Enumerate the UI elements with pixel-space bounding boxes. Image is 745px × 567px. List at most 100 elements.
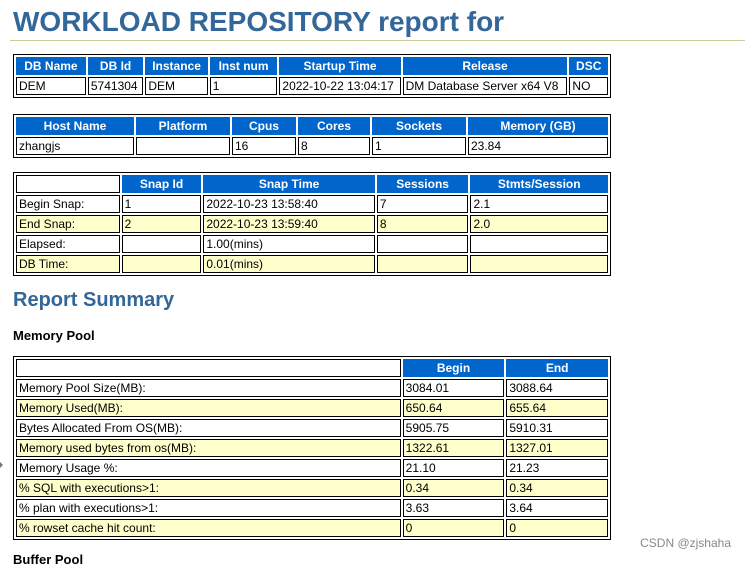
startup-time-header: Startup Time (279, 57, 401, 75)
table-row: Elapsed: 1.00(mins) (16, 235, 608, 253)
snapshot-table: Snap Id Snap Time Sessions Stmts/Session… (13, 172, 611, 276)
table-row: % SQL with executions>1: 0.34 0.34 (16, 479, 608, 497)
table-row: % rowset cache hit count: 0 0 (16, 519, 608, 537)
begin-value-cell: 5905.75 (402, 419, 505, 437)
metric-label-cell: Memory Pool Size(MB): (16, 379, 401, 397)
platform-cell (136, 137, 230, 155)
platform-header: Platform (136, 117, 230, 135)
watermark: CSDN @zjshaha (640, 536, 731, 550)
snap-time-header: Snap Time (203, 175, 375, 193)
host-info-row: zhangjs 16 8 1 23.84 (16, 137, 608, 155)
stmts-session-header: Stmts/Session (470, 175, 608, 193)
report-title: WORKLOAD REPOSITORY report for (13, 6, 505, 37)
begin-value-cell: 0.34 (402, 479, 505, 497)
snap-id-cell (121, 235, 202, 253)
end-value-cell: 3.64 (506, 499, 608, 517)
snap-id-cell: 1 (121, 195, 202, 213)
metric-label-cell: Memory Usage %: (16, 459, 401, 477)
instance-cell: DEM (145, 77, 208, 95)
sessions-cell: 8 (376, 215, 469, 233)
metric-label-cell: % SQL with executions>1: (16, 479, 401, 497)
table-row: DB Time: 0.01(mins) (16, 255, 608, 273)
inst-num-header: Inst num (209, 57, 278, 75)
release-header: Release (402, 57, 568, 75)
cores-cell: 8 (298, 137, 370, 155)
end-header: End (506, 359, 608, 377)
stmts-session-cell: 2.1 (470, 195, 608, 213)
memory-pool-table: Begin End Memory Pool Size(MB): 3084.01 … (13, 356, 611, 540)
table-row: Memory Used(MB): 650.64 655.64 (16, 399, 608, 417)
sockets-cell: 1 (372, 137, 466, 155)
instance-header: Instance (145, 57, 208, 75)
report-summary-heading: Report Summary (13, 289, 175, 311)
snap-id-header: Snap Id (121, 175, 202, 193)
snap-id-cell: 2 (121, 215, 202, 233)
stmts-session-cell (470, 235, 608, 253)
cpus-header: Cpus (232, 117, 296, 135)
sessions-cell (376, 255, 469, 273)
snapshot-header-row: Snap Id Snap Time Sessions Stmts/Session (16, 175, 608, 193)
snap-label-cell: Elapsed: (16, 235, 120, 253)
host-info-header-row: Host Name Platform Cpus Cores Sockets Me… (16, 117, 608, 135)
snap-time-cell: 0.01(mins) (203, 255, 375, 273)
end-value-cell: 655.64 (506, 399, 608, 417)
db-id-header: DB Id (87, 57, 144, 75)
table-row: Memory used bytes from os(MB): 1322.61 1… (16, 439, 608, 457)
metric-label-cell: % rowset cache hit count: (16, 519, 401, 537)
begin-header: Begin (402, 359, 505, 377)
begin-value-cell: 3084.01 (402, 379, 505, 397)
inst-num-cell: 1 (209, 77, 278, 95)
snap-label-cell: Begin Snap: (16, 195, 120, 213)
snap-time-cell: 1.00(mins) (203, 235, 375, 253)
begin-value-cell: 650.64 (402, 399, 505, 417)
db-info-row: DEM 5741304 DEM 1 2022-10-22 13:04:17 DM… (16, 77, 608, 95)
stmts-session-cell: 2.0 (470, 215, 608, 233)
table-row: % plan with executions>1: 3.63 3.64 (16, 499, 608, 517)
db-name-cell: DEM (16, 77, 86, 95)
startup-time-cell: 2022-10-22 13:04:17 (279, 77, 401, 95)
table-row: Memory Usage %: 21.10 21.23 (16, 459, 608, 477)
dsc-header: DSC (569, 57, 608, 75)
release-cell: DM Database Server x64 V8 (402, 77, 568, 95)
cpus-cell: 16 (232, 137, 296, 155)
snap-time-cell: 2022-10-23 13:58:40 (203, 195, 375, 213)
begin-value-cell: 21.10 (402, 459, 505, 477)
end-value-cell: 3088.64 (506, 379, 608, 397)
memory-gb-cell: 23.84 (468, 137, 608, 155)
host-info-table: Host Name Platform Cpus Cores Sockets Me… (13, 114, 611, 158)
sessions-cell: 7 (376, 195, 469, 213)
title-divider (10, 40, 745, 41)
db-info-table: DB Name DB Id Instance Inst num Startup … (13, 54, 611, 98)
stmts-session-cell (470, 255, 608, 273)
memory-pool-header-row: Begin End (16, 359, 608, 377)
snap-label-cell: End Snap: (16, 215, 120, 233)
end-value-cell: 21.23 (506, 459, 608, 477)
cores-header: Cores (298, 117, 370, 135)
scroll-arrow-icon[interactable] (0, 462, 3, 468)
end-value-cell: 5910.31 (506, 419, 608, 437)
table-row: Begin Snap: 1 2022-10-23 13:58:40 7 2.1 (16, 195, 608, 213)
end-value-cell: 0.34 (506, 479, 608, 497)
begin-value-cell: 0 (402, 519, 505, 537)
db-id-cell: 5741304 (87, 77, 144, 95)
end-value-cell: 0 (506, 519, 608, 537)
snapshot-corner-header (16, 175, 120, 193)
begin-value-cell: 1322.61 (402, 439, 505, 457)
metric-label-cell: Memory used bytes from os(MB): (16, 439, 401, 457)
end-value-cell: 1327.01 (506, 439, 608, 457)
db-name-header: DB Name (16, 57, 86, 75)
table-row: End Snap: 2 2022-10-23 13:59:40 8 2.0 (16, 215, 608, 233)
sessions-header: Sessions (376, 175, 469, 193)
memory-corner-header (16, 359, 401, 377)
metric-label-cell: Memory Used(MB): (16, 399, 401, 417)
memory-pool-heading: Memory Pool (13, 328, 95, 343)
metric-label-cell: % plan with executions>1: (16, 499, 401, 517)
sockets-header: Sockets (372, 117, 466, 135)
host-name-header: Host Name (16, 117, 134, 135)
metric-label-cell: Bytes Allocated From OS(MB): (16, 419, 401, 437)
table-row: Memory Pool Size(MB): 3084.01 3088.64 (16, 379, 608, 397)
snap-time-cell: 2022-10-23 13:59:40 (203, 215, 375, 233)
begin-value-cell: 3.63 (402, 499, 505, 517)
sessions-cell (376, 235, 469, 253)
db-info-header-row: DB Name DB Id Instance Inst num Startup … (16, 57, 608, 75)
